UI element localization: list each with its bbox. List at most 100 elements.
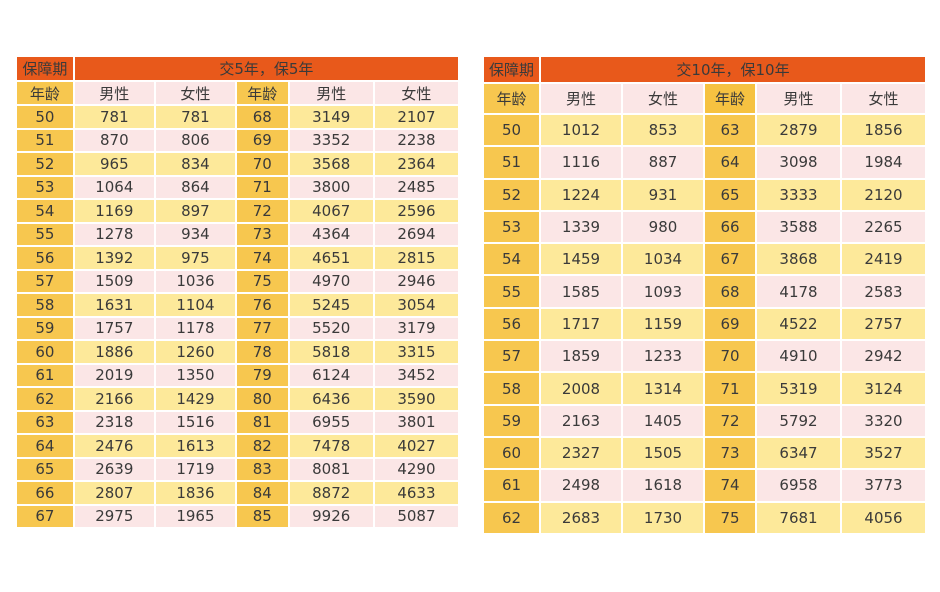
age-cell: 57 bbox=[17, 270, 73, 292]
male-premium-cell: 1278 bbox=[74, 223, 154, 245]
age-cell: 63 bbox=[17, 411, 73, 433]
male-premium-cell: 4651 bbox=[289, 247, 373, 269]
male-premium-cell: 1064 bbox=[74, 176, 154, 198]
age-cell: 72 bbox=[236, 200, 288, 222]
female-premium-cell: 2238 bbox=[374, 129, 458, 151]
female-premium-cell: 1505 bbox=[623, 437, 703, 469]
female-premium-cell: 1178 bbox=[155, 317, 235, 339]
female-premium-cell: 934 bbox=[155, 223, 235, 245]
age-cell: 56 bbox=[484, 308, 539, 340]
table-row: 57 1509 1036 75 4970 2946 bbox=[17, 270, 458, 292]
male-premium-cell: 2008 bbox=[541, 373, 621, 404]
age-cell: 81 bbox=[236, 411, 288, 433]
female-premium-cell: 1613 bbox=[155, 435, 235, 457]
age-cell: 58 bbox=[17, 294, 73, 316]
female-premium-cell: 2946 bbox=[374, 270, 458, 292]
female-premium-cell: 1965 bbox=[155, 505, 235, 527]
female-premium-cell: 2419 bbox=[842, 244, 926, 275]
male-premium-cell: 3149 bbox=[289, 106, 373, 128]
male-premium-cell: 3588 bbox=[757, 211, 840, 243]
male-header: 男性 bbox=[74, 82, 154, 104]
age-cell: 59 bbox=[17, 317, 73, 339]
age-cell: 66 bbox=[705, 211, 755, 243]
age-cell: 80 bbox=[236, 388, 288, 410]
female-premium-cell: 1350 bbox=[155, 364, 235, 386]
female-premium-cell: 1405 bbox=[623, 405, 703, 436]
age-cell: 84 bbox=[236, 482, 288, 504]
female-header: 女性 bbox=[374, 82, 458, 104]
male-premium-cell: 1459 bbox=[541, 244, 621, 275]
female-premium-cell: 1719 bbox=[155, 458, 235, 480]
table-row: 52 965 834 70 3568 2364 bbox=[17, 153, 458, 175]
female-premium-cell: 3801 bbox=[374, 411, 458, 433]
female-premium-cell: 1429 bbox=[155, 388, 235, 410]
table-row: 61 2498 1618 74 6958 3773 bbox=[484, 470, 926, 501]
female-premium-cell: 1856 bbox=[842, 115, 926, 146]
male-premium-cell: 1116 bbox=[541, 147, 621, 178]
female-premium-cell: 1260 bbox=[155, 341, 235, 363]
male-header: 男性 bbox=[289, 82, 373, 104]
age-cell: 65 bbox=[705, 179, 755, 210]
male-premium-cell: 965 bbox=[74, 153, 154, 175]
male-premium-cell: 4178 bbox=[757, 276, 840, 307]
table-row: 63 2318 1516 81 6955 3801 bbox=[17, 411, 458, 433]
male-premium-cell: 3352 bbox=[289, 129, 373, 151]
male-premium-cell: 4970 bbox=[289, 270, 373, 292]
table-row: 61 2019 1350 79 6124 3452 bbox=[17, 364, 458, 386]
age-cell: 61 bbox=[17, 364, 73, 386]
female-premium-cell: 2265 bbox=[842, 211, 926, 243]
male-premium-cell: 3098 bbox=[757, 147, 840, 178]
male-premium-cell: 5520 bbox=[289, 317, 373, 339]
age-cell: 75 bbox=[236, 270, 288, 292]
female-premium-cell: 5087 bbox=[374, 505, 458, 527]
table-row: 66 2807 1836 84 8872 4633 bbox=[17, 482, 458, 504]
age-cell: 63 bbox=[705, 115, 755, 146]
male-premium-cell: 2639 bbox=[74, 458, 154, 480]
age-cell: 85 bbox=[236, 505, 288, 527]
coverage-period-label: 保障期 bbox=[17, 57, 73, 80]
male-premium-cell: 6955 bbox=[289, 411, 373, 433]
table-row: 65 2639 1719 83 8081 4290 bbox=[17, 458, 458, 480]
table-row: 54 1459 1034 67 3868 2419 bbox=[484, 244, 926, 275]
male-premium-cell: 2879 bbox=[757, 115, 840, 146]
table-row: 64 2476 1613 82 7478 4027 bbox=[17, 435, 458, 457]
age-cell: 74 bbox=[705, 470, 755, 501]
age-cell: 74 bbox=[236, 247, 288, 269]
premium-table-5-year: 保障期 交5年，保5年 年龄 男性 女性 年龄 男性 女性 50 781 781 68… bbox=[15, 55, 460, 529]
male-premium-cell: 2683 bbox=[541, 502, 621, 533]
female-premium-cell: 1093 bbox=[623, 276, 703, 307]
female-premium-cell: 2120 bbox=[842, 179, 926, 210]
female-premium-cell: 1233 bbox=[623, 341, 703, 372]
table-row: 60 1886 1260 78 5818 3315 bbox=[17, 341, 458, 363]
age-cell: 57 bbox=[484, 341, 539, 372]
age-cell: 55 bbox=[484, 276, 539, 307]
female-premium-cell: 2583 bbox=[842, 276, 926, 307]
age-cell: 60 bbox=[484, 437, 539, 469]
male-premium-cell: 2318 bbox=[74, 411, 154, 433]
female-premium-cell: 1036 bbox=[155, 270, 235, 292]
male-premium-cell: 1886 bbox=[74, 341, 154, 363]
male-premium-cell: 4910 bbox=[757, 341, 840, 372]
premium-table-10-year: 保障期 交10年，保10年 年龄 男性 女性 年龄 男性 女性 50 1012 85… bbox=[482, 55, 927, 535]
male-premium-cell: 6124 bbox=[289, 364, 373, 386]
age-header: 年龄 bbox=[17, 82, 73, 104]
table-row: 62 2166 1429 80 6436 3590 bbox=[17, 388, 458, 410]
age-cell: 70 bbox=[236, 153, 288, 175]
age-cell: 69 bbox=[236, 129, 288, 151]
female-premium-cell: 3590 bbox=[374, 388, 458, 410]
age-cell: 58 bbox=[484, 373, 539, 404]
male-header: 男性 bbox=[757, 84, 840, 113]
age-cell: 55 bbox=[17, 223, 73, 245]
table-row: 51 870 806 69 3352 2238 bbox=[17, 129, 458, 151]
female-header: 女性 bbox=[842, 84, 926, 113]
age-cell: 67 bbox=[17, 505, 73, 527]
age-cell: 60 bbox=[17, 341, 73, 363]
male-premium-cell: 2327 bbox=[541, 437, 621, 469]
table-row: 55 1585 1093 68 4178 2583 bbox=[484, 276, 926, 307]
age-cell: 51 bbox=[484, 147, 539, 178]
male-premium-cell: 1585 bbox=[541, 276, 621, 307]
age-cell: 50 bbox=[17, 106, 73, 128]
age-cell: 83 bbox=[236, 458, 288, 480]
male-premium-cell: 1631 bbox=[74, 294, 154, 316]
age-cell: 79 bbox=[236, 364, 288, 386]
